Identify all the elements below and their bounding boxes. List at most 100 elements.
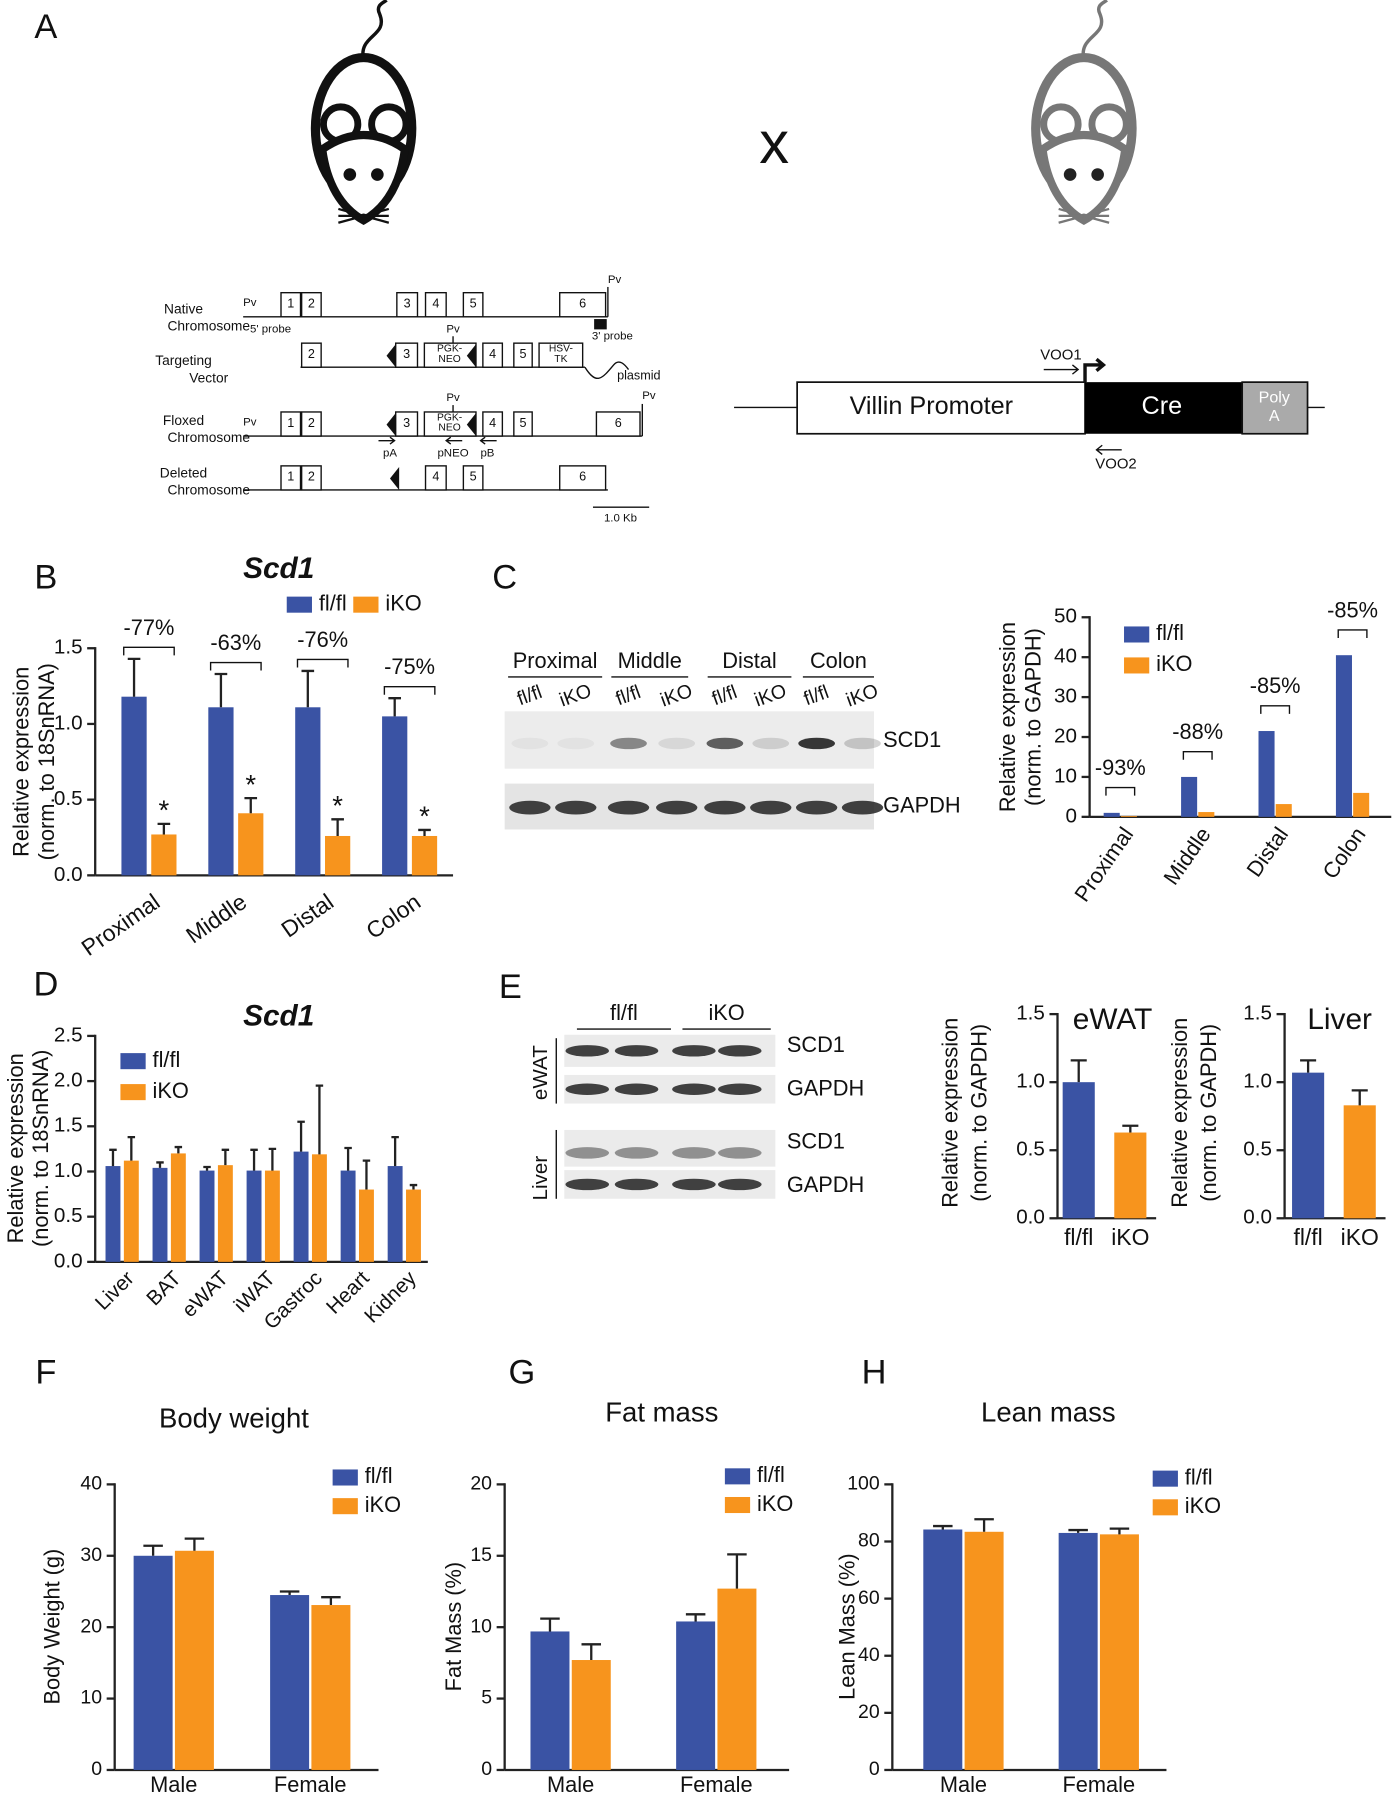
error-bar — [279, 1590, 300, 1596]
band — [750, 800, 792, 815]
bar — [1258, 731, 1275, 817]
blot-group: Proximal — [513, 648, 598, 673]
band — [672, 1045, 716, 1057]
y-tick-label: 100 — [847, 1473, 880, 1495]
band — [614, 1178, 659, 1191]
legend-label: iKO — [153, 1078, 189, 1103]
band — [565, 1045, 610, 1057]
mouse-whisker — [1058, 214, 1085, 224]
y-tick-label: 2.0 — [54, 1069, 83, 1092]
legend-swatch — [1152, 1470, 1178, 1487]
band — [717, 1147, 762, 1159]
y-axis-label: (norm. to 18SnRNA) — [34, 663, 59, 860]
x-tick-label: Distal — [276, 888, 338, 942]
legend-swatch — [120, 1084, 146, 1101]
y-tick-label: 20 — [470, 1473, 492, 1495]
legend-label: fl/fl — [319, 590, 347, 615]
primer-label: VOO2 — [1095, 457, 1136, 473]
band — [798, 737, 835, 750]
error-bar — [157, 822, 171, 835]
error-bar — [127, 657, 141, 697]
tk-box — [538, 342, 584, 368]
mouse-whisker — [338, 214, 364, 224]
band — [555, 800, 597, 815]
significance: * — [245, 769, 256, 800]
error-bar — [1300, 1059, 1317, 1073]
mouse-head — [1038, 130, 1130, 226]
band-label: SCD1 — [787, 1032, 845, 1057]
x-tick-label: fl/fl — [1064, 1224, 1093, 1250]
bracket — [1105, 786, 1136, 796]
exon — [300, 342, 322, 368]
x-tick-label: eWAT — [178, 1266, 233, 1321]
y-axis-label: Relative expression — [1167, 1018, 1192, 1208]
loxp — [386, 413, 396, 437]
exon — [300, 465, 322, 491]
exon-label: 4 — [489, 416, 496, 430]
pv-label: Pv — [608, 274, 622, 286]
error-bar — [297, 1120, 305, 1152]
bracket-label: -88% — [1172, 719, 1223, 744]
bar — [151, 834, 177, 876]
exon-label: 5 — [470, 470, 477, 484]
error-bar — [315, 1084, 324, 1155]
tk-label: HSV- — [549, 344, 573, 355]
loxp — [466, 344, 476, 368]
exon — [482, 411, 504, 437]
error-bar — [221, 1148, 230, 1166]
exon — [559, 291, 607, 318]
row-label: Chromosome — [167, 430, 250, 445]
error-bar — [727, 1553, 747, 1589]
pv-label: Pv — [243, 416, 257, 428]
legend-label: fl/fl — [365, 1463, 393, 1488]
y-tick-label: 40 — [80, 1473, 102, 1495]
y-tick-label: 30 — [80, 1544, 102, 1566]
plasmid-label: plasmid — [617, 369, 660, 383]
panel-label: E — [499, 968, 522, 1006]
y-axis-label: Relative expression — [938, 1018, 963, 1208]
y-axis-label: (norm. to GAPDH) — [966, 1024, 991, 1202]
band — [607, 800, 650, 815]
y-tick-label: 50 — [1054, 605, 1077, 628]
y-tick-label: 0 — [481, 1758, 492, 1780]
y-tick-label: 60 — [858, 1587, 880, 1609]
bar — [1353, 792, 1370, 817]
y-tick-label: 20 — [1054, 724, 1077, 747]
error-bar — [540, 1617, 560, 1632]
probe-3 — [594, 319, 607, 330]
exon-label: 6 — [579, 296, 586, 310]
exon — [300, 411, 322, 437]
legend-label: iKO — [757, 1491, 793, 1516]
bar — [1058, 1532, 1098, 1770]
chart-title: Body weight — [159, 1402, 309, 1433]
band — [565, 1178, 610, 1191]
row-label: Vector — [189, 370, 228, 385]
error-bar — [250, 1148, 258, 1171]
bar — [530, 1631, 570, 1770]
cross-symbol: x — [759, 109, 789, 176]
legend-label: fl/fl — [757, 1462, 785, 1487]
band — [672, 1178, 716, 1191]
x-tick-label: Middle — [1158, 822, 1215, 889]
error-bar — [214, 672, 228, 708]
bracket — [123, 646, 175, 656]
bar — [411, 835, 438, 876]
bar — [1275, 804, 1292, 817]
exon-label: 5 — [520, 347, 527, 361]
error-bar — [184, 1537, 205, 1551]
exon-label: 2 — [308, 347, 315, 361]
panel-label: C — [492, 559, 517, 597]
band — [565, 1083, 610, 1095]
tissue-label: eWAT — [529, 1045, 552, 1100]
band — [557, 737, 595, 750]
exon — [513, 342, 533, 368]
y-tick-label: 1.0 — [1016, 1070, 1045, 1093]
error-bar — [203, 1165, 211, 1171]
exon-label: 5 — [520, 416, 527, 430]
y-tick-label: 0.0 — [1016, 1206, 1045, 1229]
exon-label: 2 — [308, 416, 315, 430]
scale-label: 1.0 Kb — [604, 513, 637, 525]
y-tick-label: 1.0 — [54, 1159, 83, 1182]
primer-arrow — [445, 436, 463, 445]
band — [717, 1178, 762, 1191]
